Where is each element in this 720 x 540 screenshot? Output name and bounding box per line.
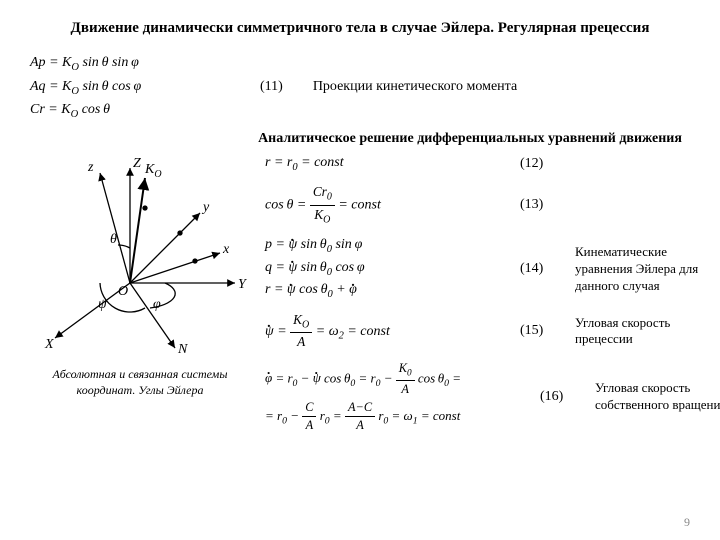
svg-text:z: z [87, 160, 94, 175]
svg-text:N: N [177, 342, 188, 353]
page-title: Движение динамически симметричного тела … [30, 20, 690, 37]
eq13-row: cos θ = Cr0KO = const (13) [265, 183, 720, 227]
svg-text:x: x [222, 242, 230, 257]
left-column: Z z KO y x Y N X O θ ψ φ Абсолютная и св… [30, 153, 250, 443]
eq12-number: (12) [520, 156, 560, 172]
eq15-row: ψ = KOA = ω2 = const (15) Угловая скорос… [265, 311, 720, 352]
eq16-row: φ = r0 − ψ cos θ0 = r0 − K0A cos θ0 = = … [265, 360, 720, 434]
eq15-formula: ψ = KOA = ω2 = const [265, 311, 505, 352]
eq12-formula: r = r0 = const [265, 153, 505, 175]
projection-label: Проекции кинетического момента [313, 79, 690, 95]
svg-text:θ: θ [110, 232, 117, 247]
eq11-number: (11) [260, 79, 283, 95]
eq15-number: (15) [520, 323, 560, 339]
eq12-row: r = r0 = const (12) [265, 153, 720, 175]
eq14-row: p = ψ sin θ0 sin φ q = ψ sin θ0 cos φ r … [265, 235, 720, 302]
subheading: Аналитическое решение дифференциальных у… [250, 131, 690, 147]
eq11-formulas: Ap = KO sin θ sin φ Aq = KO sin θ cos φ … [30, 52, 210, 123]
right-column: r = r0 = const (12) cos θ = Cr0KO = cons… [265, 153, 720, 443]
eq11-row: Ap = KO sin θ sin φ Aq = KO sin θ cos φ … [30, 52, 690, 123]
svg-text:ψ: ψ [98, 297, 107, 312]
eq16-note: Угловая скорость собственного вращения [595, 380, 720, 414]
svg-text:φ: φ [153, 297, 161, 312]
eq16-number: (16) [540, 389, 580, 405]
diagram-caption: Абсолютная и связанная системы координат… [30, 366, 250, 400]
eq14-formula: p = ψ sin θ0 sin φ q = ψ sin θ0 cos φ r … [265, 235, 505, 302]
euler-angles-diagram: Z z KO y x Y N X O θ ψ φ [30, 153, 250, 353]
svg-text:y: y [201, 200, 210, 215]
page-number: 9 [684, 515, 690, 530]
main-content: Z z KO y x Y N X O θ ψ φ Абсолютная и св… [30, 153, 690, 443]
svg-text:Y: Y [238, 277, 248, 292]
eq16-formula: φ = r0 − ψ cos θ0 = r0 − K0A cos θ0 = = … [265, 360, 525, 434]
svg-text:Z: Z [133, 156, 141, 171]
eq13-number: (13) [520, 197, 560, 213]
eq13-formula: cos θ = Cr0KO = const [265, 183, 505, 227]
svg-text:X: X [44, 337, 54, 352]
eq15-note: Угловая скорость прецессии [575, 315, 720, 349]
svg-text:O: O [118, 284, 128, 299]
svg-text:KO: KO [144, 162, 162, 180]
eq14-number: (14) [520, 261, 560, 277]
eq14-note: Кинематические уравнения Эйлера для данн… [575, 244, 720, 295]
